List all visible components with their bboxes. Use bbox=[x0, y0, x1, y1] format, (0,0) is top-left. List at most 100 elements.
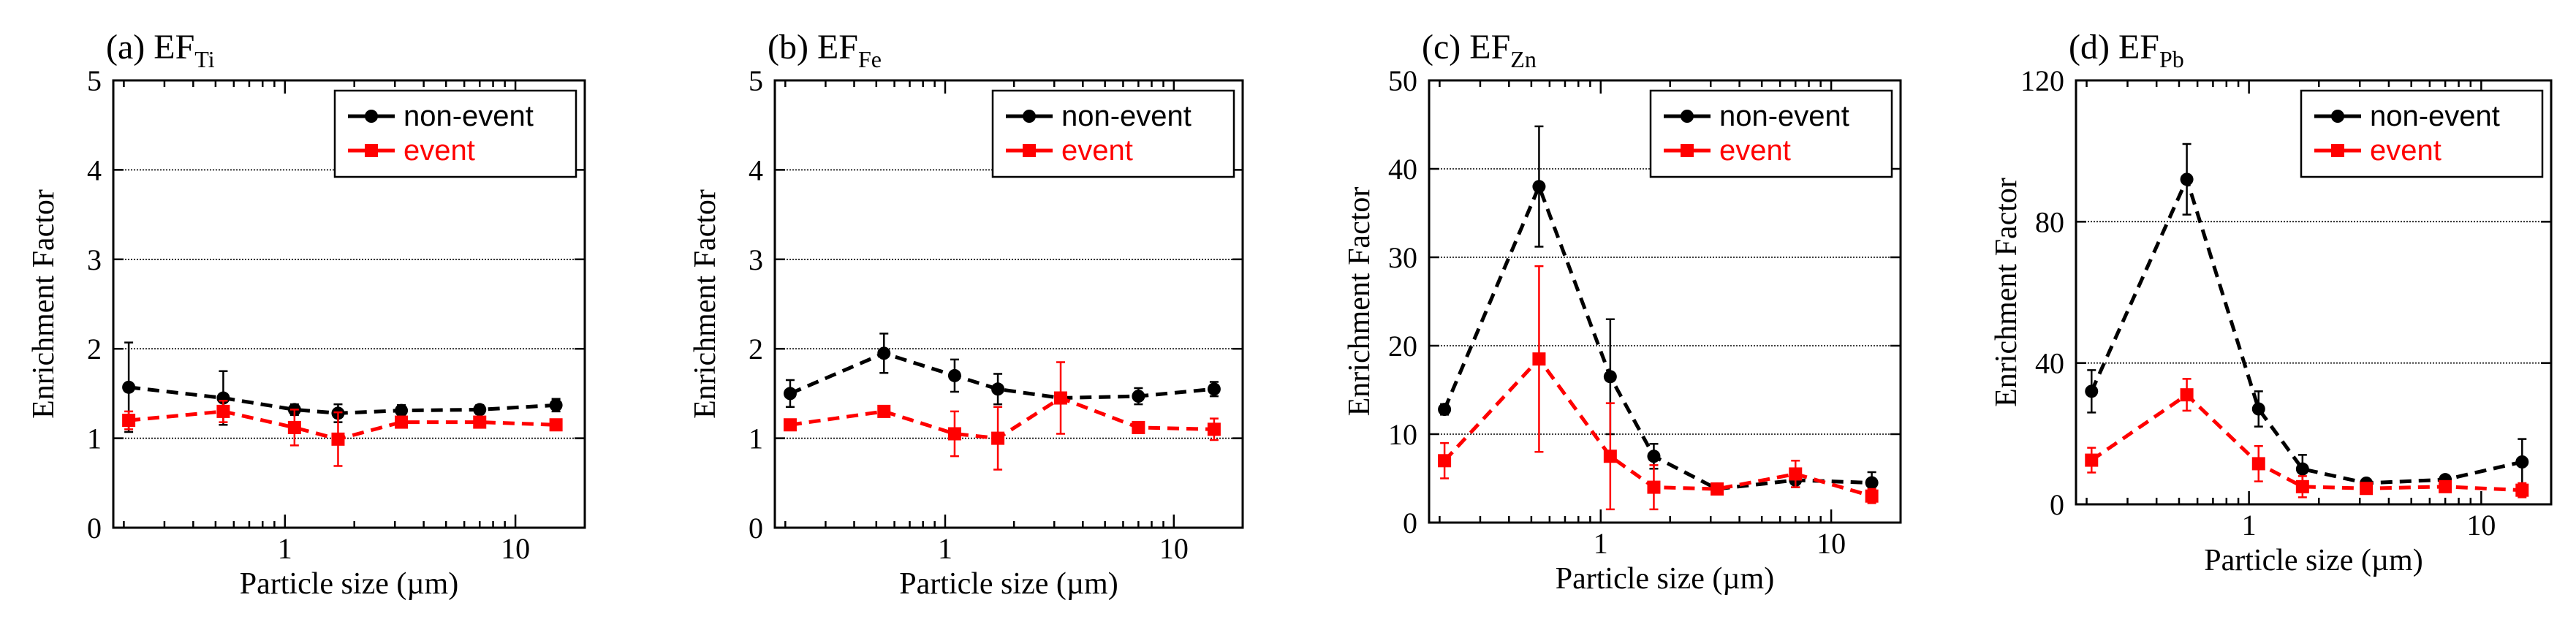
data-point-non-event bbox=[2085, 384, 2099, 398]
y-tick-label: 120 bbox=[2020, 64, 2064, 97]
data-point-non-event bbox=[947, 368, 961, 382]
x-tick-label: 10 bbox=[501, 532, 530, 565]
data-point-event bbox=[877, 404, 891, 418]
legend-label-event: event bbox=[1061, 134, 1133, 167]
data-point-event bbox=[991, 431, 1005, 445]
data-point-event bbox=[331, 432, 345, 446]
legend-marker-non-event bbox=[1023, 110, 1036, 123]
data-point-non-event bbox=[122, 380, 136, 394]
data-point-event bbox=[1132, 420, 1145, 434]
data-point-event bbox=[2439, 479, 2452, 493]
data-point-non-event bbox=[1132, 390, 1145, 403]
y-axis-label: Enrichment Factor bbox=[27, 189, 61, 419]
panel-title-subscript: Pb bbox=[2159, 46, 2184, 72]
data-point-event bbox=[1054, 391, 1068, 405]
chart-panel-3: 0 10 20 30 40 50 1 10 (c) EFZn Enrichment Factor P… bbox=[1343, 28, 1902, 596]
data-point-event bbox=[2180, 388, 2194, 402]
data-point-non-event bbox=[395, 403, 409, 417]
y-tick-label: 80 bbox=[2035, 205, 2064, 238]
plot-frame bbox=[2075, 79, 2553, 506]
legend-marker-non-event bbox=[2331, 110, 2344, 123]
data-point-non-event bbox=[2180, 172, 2194, 186]
data-point-non-event bbox=[473, 403, 487, 417]
series-event bbox=[2085, 378, 2529, 498]
data-point-non-event bbox=[2515, 455, 2529, 469]
legend-marker-event bbox=[1681, 144, 1694, 157]
legend-label-event: event bbox=[2370, 134, 2441, 167]
y-tick-label: 2 bbox=[749, 333, 763, 365]
x-tick-label: 1 bbox=[2242, 509, 2257, 542]
data-point-event bbox=[1438, 454, 1452, 468]
legend-label-non-event: non-event bbox=[1719, 100, 1849, 132]
data-point-non-event bbox=[991, 382, 1005, 396]
data-point-non-event bbox=[1647, 450, 1661, 463]
data-point-event bbox=[287, 420, 301, 434]
legend-marker-non-event bbox=[365, 110, 378, 123]
y-tick-label: 0 bbox=[87, 512, 102, 545]
y-tick-label: 0 bbox=[749, 512, 763, 545]
y-tick-label: 0 bbox=[2050, 488, 2064, 521]
series-event bbox=[783, 361, 1221, 471]
legend-marker-non-event bbox=[1681, 110, 1694, 123]
data-point-event bbox=[1865, 489, 1879, 503]
panel-title: (b) EFFe bbox=[768, 28, 882, 72]
data-point-event bbox=[1207, 422, 1221, 436]
panel-title-subscript: Zn bbox=[1510, 46, 1537, 72]
y-tick-label: 5 bbox=[87, 64, 102, 97]
panel-title-main: (c) EF bbox=[1422, 28, 1510, 67]
legend-box bbox=[1649, 89, 1893, 178]
data-point-non-event bbox=[2295, 462, 2309, 476]
data-point-event bbox=[216, 404, 230, 418]
data-point-event bbox=[1647, 480, 1661, 494]
data-point-non-event bbox=[549, 398, 563, 412]
series-event bbox=[122, 399, 563, 467]
data-point-non-event bbox=[2251, 402, 2265, 416]
y-tick-label: 5 bbox=[749, 64, 763, 97]
legend-label-event: event bbox=[1719, 134, 1791, 167]
data-point-event bbox=[1711, 482, 1724, 496]
x-axis-label: Particle size (µm) bbox=[1556, 562, 1774, 596]
data-point-non-event bbox=[1532, 180, 1546, 194]
x-axis-label: Particle size (µm) bbox=[899, 567, 1118, 601]
data-point-non-event bbox=[1438, 403, 1452, 417]
x-tick-label: 1 bbox=[1594, 527, 1608, 560]
legend-label-non-event: non-event bbox=[2370, 100, 2500, 132]
y-tick-label: 20 bbox=[1388, 330, 1417, 363]
data-point-event bbox=[2251, 457, 2265, 471]
legend-box bbox=[2300, 89, 2544, 178]
y-tick-label: 3 bbox=[87, 243, 102, 276]
data-point-event bbox=[1532, 352, 1546, 366]
x-tick-label: 1 bbox=[278, 532, 292, 565]
data-point-non-event bbox=[783, 387, 797, 401]
series-line-non-event bbox=[2089, 174, 2523, 485]
legend-box bbox=[991, 89, 1235, 178]
data-point-event bbox=[1603, 450, 1617, 463]
legend-marker-event bbox=[1023, 144, 1036, 157]
y-tick-label: 4 bbox=[749, 153, 763, 186]
y-tick-label: 10 bbox=[1388, 418, 1417, 451]
series-non-event bbox=[783, 333, 1221, 409]
y-axis-label: Enrichment Factor bbox=[1343, 187, 1376, 417]
legend-box bbox=[333, 89, 577, 178]
x-tick-label: 1 bbox=[938, 532, 952, 565]
data-point-event bbox=[2360, 482, 2374, 496]
chart-panel-4: 0 40 80 120 1 10 (d) EFPb Enrichment Factor Part… bbox=[1990, 28, 2553, 577]
y-tick-label: 30 bbox=[1388, 241, 1417, 274]
x-tick-label: 10 bbox=[2466, 509, 2496, 542]
data-point-non-event bbox=[1603, 370, 1617, 384]
panel-title: (c) EFZn bbox=[1422, 28, 1537, 72]
x-axis-label: Particle size (µm) bbox=[240, 567, 458, 601]
series-non-event bbox=[1438, 125, 1879, 496]
panel-title-main: (d) EF bbox=[2069, 28, 2159, 67]
y-tick-label: 40 bbox=[2035, 347, 2064, 380]
panel-title: (a) EFTi bbox=[106, 28, 215, 72]
panel-title-subscript: Fe bbox=[858, 46, 882, 72]
legend-label-non-event: non-event bbox=[404, 100, 534, 132]
data-point-non-event bbox=[1865, 476, 1879, 490]
data-point-event bbox=[2295, 479, 2309, 493]
data-point-event bbox=[395, 415, 409, 429]
